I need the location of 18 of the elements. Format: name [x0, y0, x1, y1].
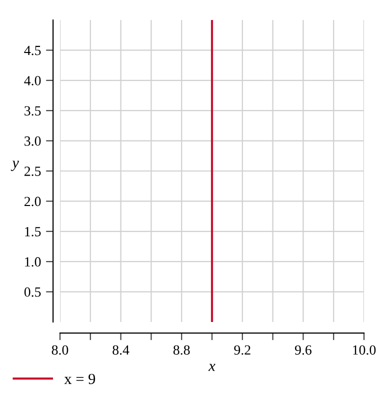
x-tick-label: 9.2: [234, 345, 250, 355]
x-tick-label: 9.6: [294, 345, 312, 355]
y-tick-label: 1.0: [25, 257, 41, 267]
x-tick-label: 8.4: [112, 345, 130, 355]
y-tick-label: 4.5: [24, 46, 41, 56]
y-tick-label: 2.5: [24, 166, 41, 176]
legend-label: x = 9: [64, 374, 96, 384]
y-axis-title: y: [10, 160, 19, 171]
x-axis-title: x: [208, 364, 216, 371]
x-tick-label: 10.0: [353, 345, 376, 355]
x-tick-label: 8.8: [173, 345, 190, 355]
y-tick-label: 3.5: [24, 106, 41, 116]
y-tick-label: 1.5: [25, 227, 41, 236]
x-tick-label: 8.0: [52, 345, 68, 355]
y-tick-label: 2.0: [24, 196, 41, 206]
y-tick-label: 0.5: [24, 287, 41, 297]
y-tick-label: 3.0: [24, 136, 41, 146]
y-tick-label: 4.0: [24, 76, 41, 86]
